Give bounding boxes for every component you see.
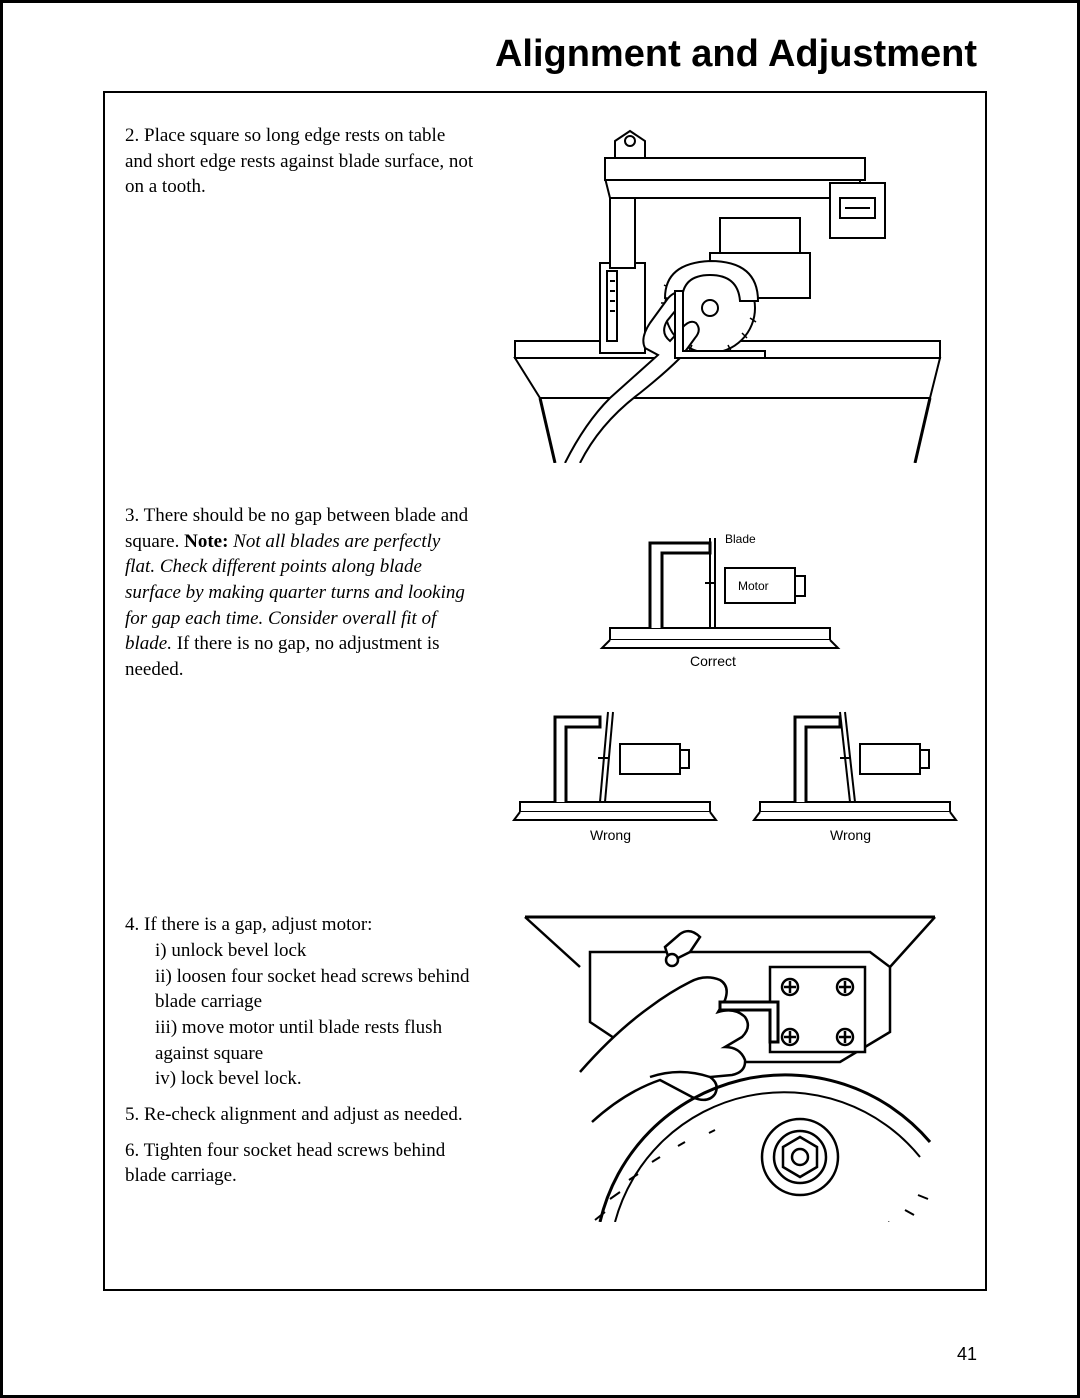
step-4-ii: ii) loosen four socket head screws behin… — [155, 964, 475, 1015]
row-step-3: 3. There should be no gap between blade … — [125, 503, 965, 682]
steps-4-6-text: 4. If there is a gap, adjust motor: i) u… — [125, 912, 495, 1222]
step-2-text: 2. Place square so long edge rests on ta… — [125, 123, 495, 463]
step-3-note-label: Note: — [184, 531, 228, 552]
label-blade: Blade — [725, 532, 756, 546]
figure-adjust-motor — [495, 912, 965, 1222]
label-motor: Motor — [738, 579, 769, 593]
label-wrong-left: Wrong — [590, 827, 631, 843]
figure-wrong-pair: Wrong Wrong — [495, 692, 965, 862]
label-wrong-right: Wrong — [830, 827, 871, 843]
step-3-text: 3. There should be no gap between blade … — [125, 503, 495, 682]
step-4-i: i) unlock bevel lock — [155, 938, 475, 964]
row-step-2: 2. Place square so long edge rests on ta… — [125, 123, 965, 463]
label-correct: Correct — [690, 653, 736, 669]
step-4-lead: 4. If there is a gap, adjust motor: — [125, 912, 475, 938]
step-4-iv: iv) lock bevel lock. — [155, 1066, 475, 1092]
step-4-iii: iii) move motor until blade rests flush … — [155, 1015, 475, 1066]
page-number: 41 — [957, 1344, 977, 1365]
row-wrong-diagrams: Wrong Wrong — [125, 692, 965, 862]
content-frame: 2. Place square so long edge rests on ta… — [103, 91, 987, 1291]
spacer-left — [125, 692, 495, 862]
figure-correct: Blade Motor Correct — [495, 503, 965, 682]
page-title: Alignment and Adjustment — [3, 3, 1077, 91]
step-6-text: 6. Tighten four socket head screws behin… — [125, 1138, 475, 1189]
step-5-text: 5. Re-check alignment and adjust as need… — [125, 1102, 475, 1128]
step-3-tail: If there is no gap, no adjustment is nee… — [125, 633, 440, 680]
figure-saw-overview — [495, 123, 965, 463]
row-steps-4-6: 4. If there is a gap, adjust motor: i) u… — [125, 912, 965, 1222]
